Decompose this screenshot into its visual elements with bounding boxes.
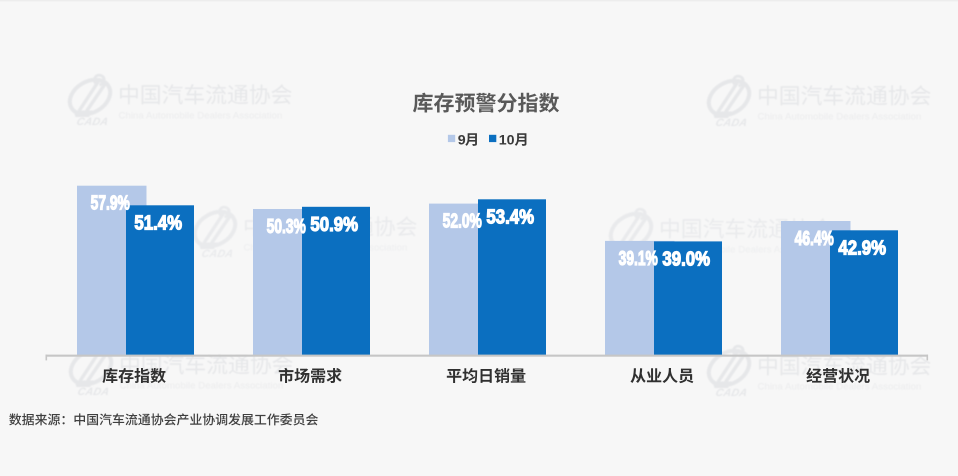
svg-text:39.1%: 39.1% — [619, 246, 658, 269]
svg-text:52.0%: 52.0% — [443, 209, 482, 232]
svg-text:46.4%: 46.4% — [795, 226, 834, 249]
svg-text:57.9%: 57.9% — [91, 191, 130, 214]
svg-text:39.0%: 39.0% — [662, 247, 710, 270]
svg-text:50.3%: 50.3% — [267, 214, 306, 237]
svg-text:10: 10 — [499, 133, 515, 149]
svg-text:42.9%: 42.9% — [838, 236, 886, 259]
svg-text:51.4%: 51.4% — [134, 211, 182, 234]
svg-text:50.9%: 50.9% — [310, 212, 358, 235]
svg-text:9: 9 — [458, 133, 466, 149]
svg-text:53.4%: 53.4% — [486, 205, 534, 228]
